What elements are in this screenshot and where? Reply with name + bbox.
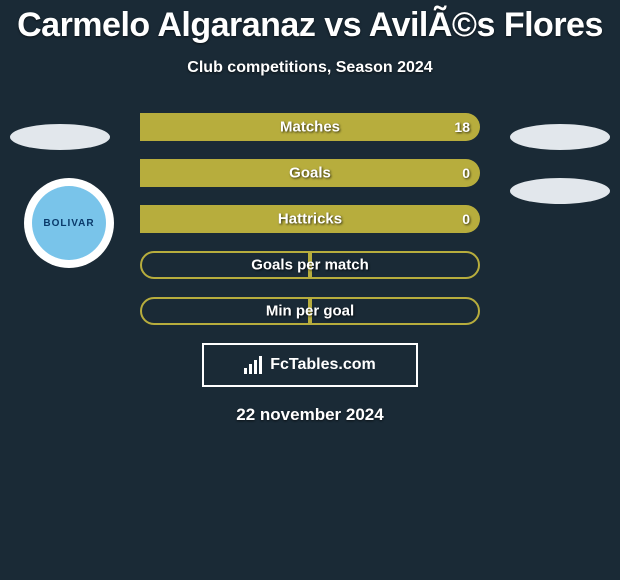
chart-icon [244,356,266,374]
stat-row: Goals 0 [0,159,620,187]
stat-row: Matches 18 [0,113,620,141]
stat-label: Goals per match [251,257,369,274]
attribution-box: FcTables.com [202,343,418,387]
stat-label: Min per goal [266,303,354,320]
stat-value-right: 0 [462,211,470,227]
stat-value-right: 18 [454,119,470,135]
stat-label: Hattricks [278,211,342,228]
date-line: 22 november 2024 [0,405,620,425]
stat-row: Hattricks 0 [0,205,620,233]
page-title: Carmelo Algaranaz vs AvilÃ©s Flores [0,0,620,45]
page-subtitle: Club competitions, Season 2024 [0,59,620,77]
attribution-text: FcTables.com [270,356,376,374]
stat-row: Min per goal [0,297,620,325]
comparison-infographic: Carmelo Algaranaz vs AvilÃ©s Flores Club… [0,0,620,580]
stat-row: Goals per match [0,251,620,279]
stat-label: Matches [280,119,340,136]
stat-value-right: 0 [462,165,470,181]
stats-area: Matches 18 Goals 0 Hattricks 0 Goals per match… [0,113,620,325]
stat-label: Goals [289,165,331,182]
